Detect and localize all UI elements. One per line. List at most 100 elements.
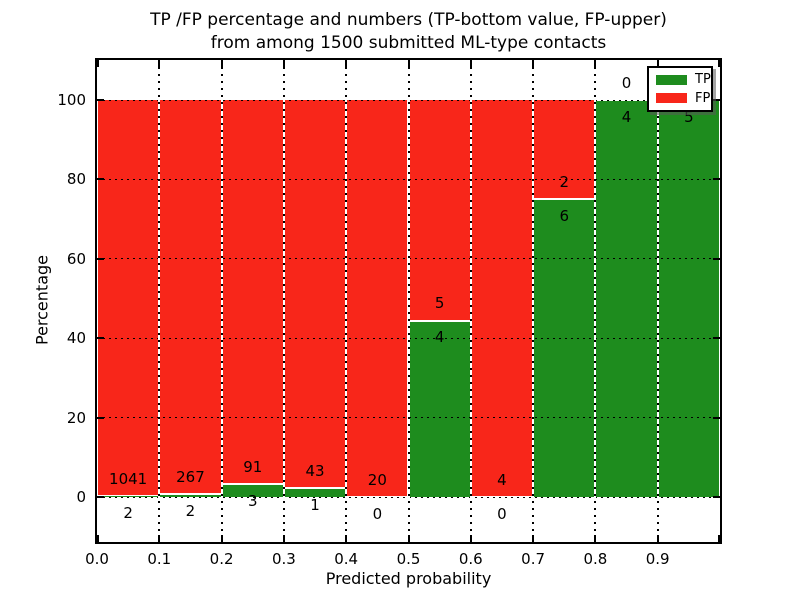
y-tick-label: 0	[76, 488, 86, 506]
y-tick-mark	[97, 178, 104, 181]
legend-swatch-tp-icon	[656, 74, 687, 85]
y-tick-mark	[97, 496, 104, 498]
annotation-fp-count: 1041	[109, 470, 148, 489]
bar-segment-fp	[97, 100, 160, 497]
annotation-tp-count: 0	[372, 504, 383, 523]
y-tick-label: 20	[66, 408, 86, 427]
y-tick-mark	[713, 99, 720, 101]
bar-segment-fp	[221, 100, 284, 485]
v-gridline	[469, 60, 472, 542]
legend-label-tp: TP	[695, 72, 711, 88]
annotation-tp-count: 5	[684, 107, 694, 126]
annotation-fp-count: 0	[621, 73, 632, 92]
x-tick-mark	[158, 60, 161, 67]
annotation-tp-count: 2	[123, 503, 133, 522]
bar-segment-fp	[470, 100, 534, 497]
x-tick-mark	[407, 60, 410, 67]
legend-swatch-fp-icon	[656, 93, 687, 104]
x-tick-mark	[469, 535, 472, 542]
x-tick-mark	[532, 60, 535, 67]
x-tick-mark	[594, 60, 597, 67]
x-tick-mark	[282, 60, 285, 67]
x-tick-mark	[97, 60, 99, 67]
annotation-tp-count: 6	[559, 206, 570, 225]
x-tick-mark	[656, 60, 659, 67]
y-tick-label: 80	[66, 170, 86, 189]
x-tick-mark	[718, 60, 720, 67]
bar-segment-fp	[408, 100, 471, 321]
x-tick-mark	[282, 535, 285, 542]
x-tick-label: 0.9	[645, 550, 670, 568]
chart-title-line1: TP /FP percentage and numbers (TP-bottom…	[150, 10, 667, 30]
x-tick-label: 0.1	[147, 550, 172, 568]
x-tick-mark	[407, 535, 410, 542]
annotation-fp-count: 43	[305, 461, 325, 480]
v-gridline	[345, 60, 348, 542]
x-axis-label: Predicted probability	[325, 569, 492, 588]
x-tick-mark	[469, 60, 472, 67]
x-tick-label: 0.2	[209, 550, 234, 568]
y-tick-mark	[97, 99, 104, 101]
x-tick-mark	[594, 535, 597, 542]
plot-inner: 1041226729134312005440260405	[97, 60, 720, 542]
x-tick-label: 0.0	[85, 550, 109, 568]
x-tick-label: 0.4	[334, 550, 359, 568]
y-tick-mark	[713, 337, 720, 340]
x-tick-label: 0.8	[583, 550, 608, 568]
bar-segment-tp	[657, 100, 720, 497]
bar-segment-fp	[346, 100, 409, 497]
y-tick-mark	[713, 178, 720, 181]
x-tick-label: 0.5	[396, 550, 421, 568]
v-gridline	[594, 60, 597, 542]
annotation-fp-count: 4	[497, 470, 507, 489]
y-tick-mark	[97, 257, 104, 260]
x-tick-mark	[718, 535, 720, 542]
y-tick-mark	[713, 257, 720, 260]
legend-item-fp: FP	[656, 91, 710, 106]
annotation-tp-count: 4	[621, 107, 632, 126]
annotation-fp-count: 2	[559, 173, 570, 192]
x-tick-mark	[345, 535, 348, 542]
v-gridline	[407, 60, 410, 542]
x-tick-mark	[532, 535, 535, 542]
bar-segment-tp	[533, 199, 596, 497]
y-tick-mark	[713, 496, 720, 498]
x-tick-label: 0.6	[458, 550, 483, 568]
bar-segment-fp	[159, 100, 222, 495]
annotation-tp-count: 4	[434, 328, 445, 347]
annotation-fp-count: 5	[434, 294, 445, 313]
annotation-tp-count: 1	[310, 495, 320, 514]
v-gridline	[282, 60, 285, 542]
annotation-fp-count: 91	[243, 458, 263, 477]
x-tick-mark	[220, 535, 223, 542]
x-tick-mark	[220, 60, 223, 67]
y-tick-label: 60	[66, 249, 86, 268]
bar-segment-fp	[283, 100, 347, 488]
v-gridline	[532, 60, 535, 542]
x-tick-mark	[158, 535, 161, 542]
y-tick-mark	[713, 416, 720, 419]
x-tick-mark	[345, 60, 348, 67]
annotation-tp-count: 3	[247, 492, 258, 510]
y-tick-label: 40	[66, 329, 86, 348]
v-gridline	[220, 60, 223, 542]
legend-item-tp: TP	[656, 72, 711, 87]
legend-label-fp: FP	[695, 90, 711, 106]
x-tick-label: 0.3	[271, 550, 296, 568]
plot-area: 1041226729134312005440260405	[95, 58, 722, 544]
v-gridline	[158, 60, 161, 542]
bar-segment-tp	[408, 320, 471, 497]
x-tick-label: 0.7	[521, 550, 546, 568]
annotation-fp-count: 267	[176, 467, 205, 486]
legend: TP FP	[647, 66, 713, 112]
annotation-tp-count: 2	[185, 501, 196, 520]
x-tick-mark	[656, 535, 659, 542]
annotation-fp-count: 20	[367, 470, 387, 489]
y-tick-mark	[97, 337, 104, 340]
chart-title-line2: from among 1500 submitted ML-type contac…	[210, 33, 607, 53]
chart-title: TP /FP percentage and numbers (TP-bottom…	[97, 9, 720, 55]
x-tick-mark	[97, 535, 99, 542]
annotation-tp-count: 0	[497, 504, 507, 523]
y-tick-mark	[97, 416, 104, 419]
